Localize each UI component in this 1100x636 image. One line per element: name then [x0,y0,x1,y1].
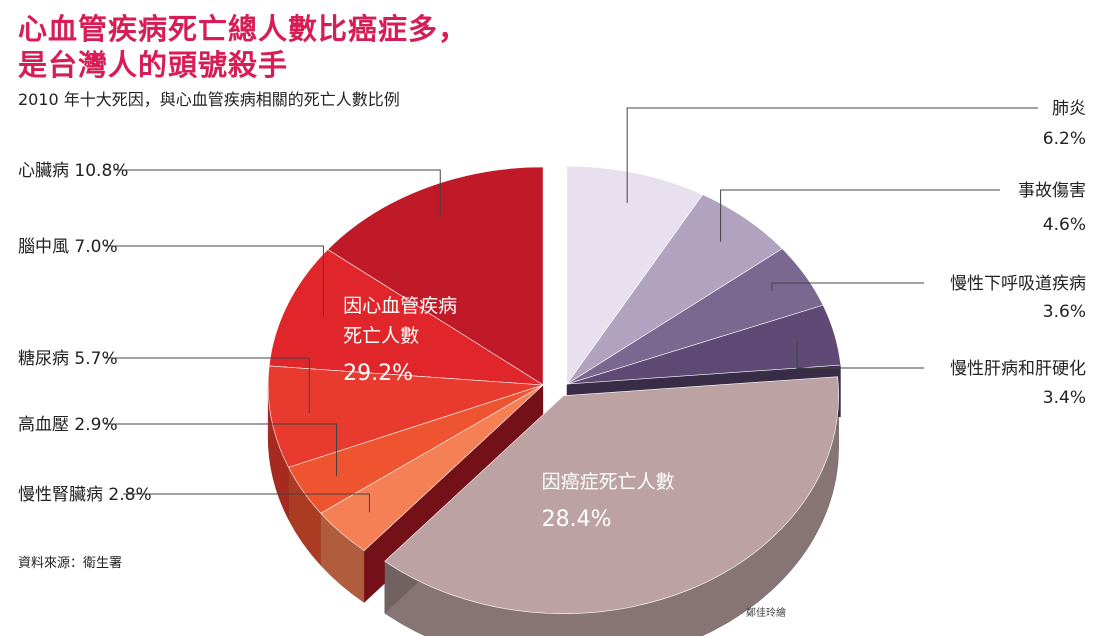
leader-line-慢性腎臟病 [123,493,370,513]
label-心臟病: 心臟病 10.8% [18,161,128,181]
label-高血壓: 高血壓 2.9% [18,415,118,435]
callout-cancer-line1: 因癌症死亡人數 [542,471,675,493]
label-肺炎: 肺炎 [1052,99,1086,119]
leader-line-高血壓 [104,423,338,477]
label-糖尿病: 糖尿病 5.7% [18,349,118,369]
page-title-line1: 心血管疾病死亡總人數比癌症多， [18,12,469,46]
pie-slice-心臟病 [327,166,544,386]
value-事故傷害: 4.6% [1043,215,1086,235]
pie-slice-慢性腎臟病 [320,384,544,551]
illustrator-credit: 鄭佳玲繪 [746,608,786,619]
callout-cardiovascular-line1: 因心血管疾病 [343,295,457,317]
value-慢性下呼吸道疾病: 3.6% [1043,302,1086,322]
label-慢性肝病和肝硬化: 慢性肝病和肝硬化 [950,358,1086,379]
callout-cardiovascular-value: 29.2% [343,361,413,386]
page-title-line2: 是台灣人的頭號殺手 [18,48,289,82]
label-事故傷害: 事故傷害 [1018,181,1086,201]
leader-line-慢性肝病和肝硬化 [796,341,924,369]
pie-slice-肺炎 [566,165,704,386]
value-慢性肝病和肝硬化: 3.4% [1043,388,1086,408]
leader-line-心臟病 [113,169,441,217]
label-慢性腎臟病: 慢性腎臟病 2.8% [18,484,152,505]
pie-slice-癌症 [384,376,839,614]
value-肺炎: 6.2% [1043,129,1086,149]
leader-line-腦中風 [104,245,324,316]
callout-cancer-value: 28.4% [542,507,612,532]
data-source-note: 資料來源：衛生署 [18,556,123,571]
leader-line-糖尿病 [104,357,310,414]
label-腦中風: 腦中風 7.0% [18,237,118,257]
pie-slice-腦中風 [268,249,544,386]
callout-cardiovascular-line2: 死亡人數 [343,325,419,347]
label-慢性下呼吸道疾病: 慢性下呼吸道疾病 [950,273,1086,294]
chart-subtitle: 2010 年十大死因，與心血管疾病相關的死亡人數比例 [18,90,400,109]
leader-line-事故傷害 [720,189,1000,242]
leader-line-慢性下呼吸道疾病 [771,282,924,291]
leader-line-肺炎 [626,107,1038,203]
